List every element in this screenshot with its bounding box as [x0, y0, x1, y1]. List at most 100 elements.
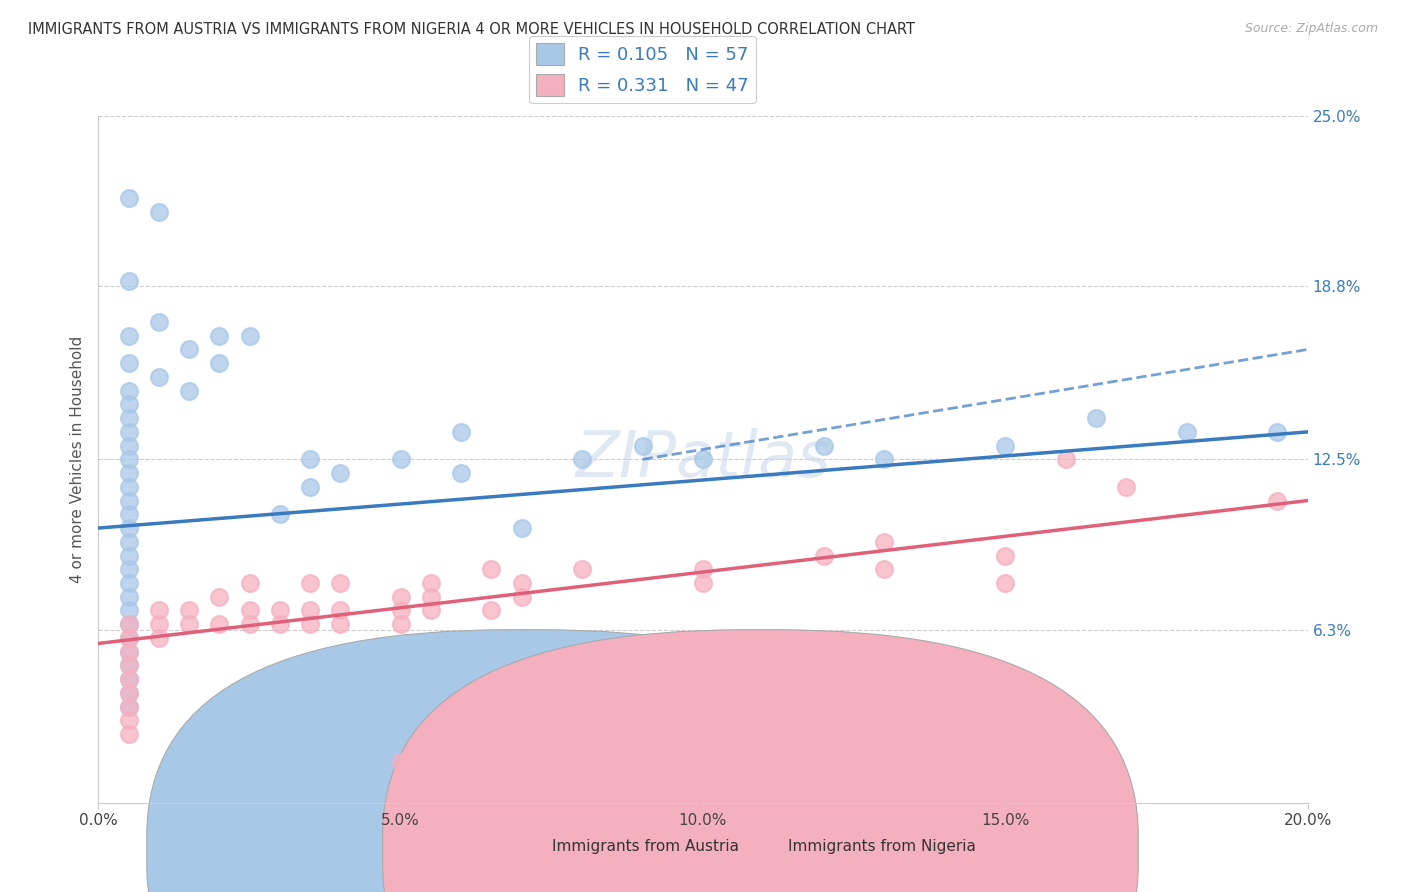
Point — [118, 534, 141, 549]
Point — [450, 425, 472, 439]
Text: Immigrants from Nigeria: Immigrants from Nigeria — [787, 839, 976, 855]
Point — [208, 328, 231, 343]
Text: Source: ZipAtlas.com: Source: ZipAtlas.com — [1244, 22, 1378, 36]
Point — [389, 755, 412, 769]
Point — [389, 590, 412, 604]
Point — [148, 315, 170, 329]
Point — [873, 562, 896, 576]
Point — [118, 274, 141, 288]
Point — [450, 466, 472, 480]
Point — [118, 672, 141, 686]
Point — [179, 603, 201, 617]
Point — [118, 562, 141, 576]
Point — [118, 191, 141, 205]
Point — [148, 370, 170, 384]
Point — [389, 603, 412, 617]
Text: ZIPatlas: ZIPatlas — [575, 428, 831, 491]
Point — [118, 411, 141, 425]
Point — [148, 205, 170, 219]
Point — [118, 452, 141, 467]
FancyBboxPatch shape — [146, 630, 903, 892]
Point — [118, 328, 141, 343]
Point — [510, 521, 533, 535]
Point — [118, 645, 141, 659]
Point — [208, 356, 231, 370]
Point — [329, 466, 352, 480]
Point — [269, 603, 291, 617]
Point — [873, 534, 896, 549]
Point — [118, 576, 141, 591]
Point — [481, 603, 503, 617]
Point — [299, 480, 322, 494]
Point — [692, 576, 714, 591]
Point — [208, 617, 231, 632]
Point — [692, 562, 714, 576]
FancyBboxPatch shape — [382, 630, 1139, 892]
Text: IMMIGRANTS FROM AUSTRIA VS IMMIGRANTS FROM NIGERIA 4 OR MORE VEHICLES IN HOUSEHO: IMMIGRANTS FROM AUSTRIA VS IMMIGRANTS FR… — [28, 22, 915, 37]
Legend: R = 0.105   N = 57, R = 0.331   N = 47: R = 0.105 N = 57, R = 0.331 N = 47 — [529, 36, 756, 103]
Point — [299, 576, 322, 591]
Point — [118, 686, 141, 700]
Point — [118, 603, 141, 617]
Point — [813, 439, 835, 453]
Point — [420, 590, 443, 604]
Point — [239, 603, 262, 617]
Point — [118, 439, 141, 453]
Point — [118, 617, 141, 632]
Point — [1115, 480, 1137, 494]
Point — [148, 603, 170, 617]
Text: Immigrants from Austria: Immigrants from Austria — [551, 839, 740, 855]
Point — [179, 384, 201, 398]
Point — [118, 397, 141, 411]
Point — [118, 672, 141, 686]
Point — [389, 452, 412, 467]
Point — [813, 549, 835, 563]
Point — [299, 617, 322, 632]
Point — [299, 603, 322, 617]
Point — [118, 699, 141, 714]
Point — [118, 617, 141, 632]
Point — [389, 617, 412, 632]
Point — [179, 617, 201, 632]
Point — [148, 631, 170, 645]
Point — [299, 452, 322, 467]
Point — [118, 631, 141, 645]
Point — [118, 727, 141, 741]
Point — [179, 343, 201, 357]
Point — [1175, 425, 1198, 439]
Point — [329, 617, 352, 632]
Point — [118, 425, 141, 439]
Point — [571, 452, 593, 467]
Point — [118, 508, 141, 522]
Point — [873, 452, 896, 467]
Point — [208, 590, 231, 604]
Point — [118, 590, 141, 604]
Point — [239, 714, 262, 728]
Point — [239, 617, 262, 632]
Point — [269, 508, 291, 522]
Point — [118, 645, 141, 659]
Point — [118, 658, 141, 673]
Point — [118, 466, 141, 480]
Point — [994, 439, 1017, 453]
Point — [299, 686, 322, 700]
Point — [118, 493, 141, 508]
Point — [420, 603, 443, 617]
Point — [118, 631, 141, 645]
Point — [510, 576, 533, 591]
Point — [329, 576, 352, 591]
Point — [118, 356, 141, 370]
Point — [118, 549, 141, 563]
Point — [692, 452, 714, 467]
Point — [118, 686, 141, 700]
Point — [118, 521, 141, 535]
Point — [239, 576, 262, 591]
Point — [118, 480, 141, 494]
Point — [1054, 452, 1077, 467]
Point — [571, 562, 593, 576]
Point — [994, 576, 1017, 591]
Point — [994, 549, 1017, 563]
Point — [1085, 411, 1108, 425]
Point — [239, 328, 262, 343]
Point — [631, 439, 654, 453]
